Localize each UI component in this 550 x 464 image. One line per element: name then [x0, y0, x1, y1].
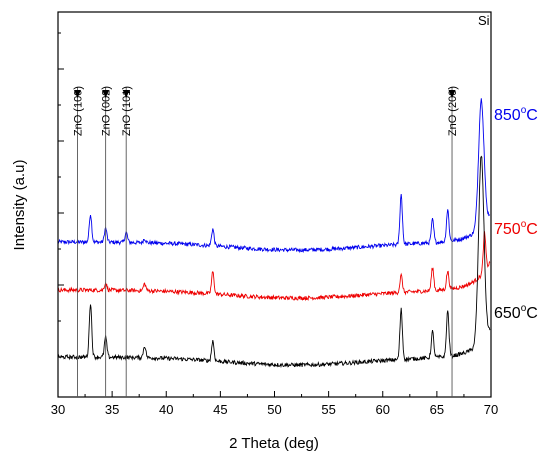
- series-label-650: 650oC: [494, 303, 538, 322]
- reference-arrow: [73, 90, 81, 98]
- reference-label: ZnO (200): [447, 86, 459, 136]
- reference-label: ZnO (101): [121, 86, 133, 136]
- x-tick-label: 50: [267, 402, 281, 417]
- x-tick-label: 30: [51, 402, 65, 417]
- reference-arrow: [102, 90, 110, 98]
- plot-frame: [57, 11, 492, 398]
- reference-lines: ZnO (100) ZnO (002) ZnO (101) ZnO (200): [72, 86, 459, 397]
- y-axis: [58, 32, 64, 358]
- series-line-750: [57, 231, 491, 302]
- reference-label: ZnO (002): [101, 86, 113, 136]
- reference-arrow: [122, 90, 130, 98]
- y-axis-title: Intensity (a.u): [11, 160, 28, 251]
- si-annotation: Si: [478, 13, 490, 28]
- series-label-750: 750oC: [494, 219, 538, 238]
- x-tick-label: 60: [376, 402, 390, 417]
- series-line-850: [57, 98, 491, 254]
- x-tick-label: 40: [159, 402, 173, 417]
- series-line-650: [57, 155, 491, 369]
- x-tick-label: 55: [321, 402, 335, 417]
- x-tick-label: 35: [105, 402, 119, 417]
- x-tick-label: 65: [430, 402, 444, 417]
- x-tick-label: 45: [213, 402, 227, 417]
- reference-arrow: [448, 90, 456, 98]
- reference-label: ZnO (100): [72, 86, 84, 136]
- x-axis-title: 2 Theta (deg): [229, 435, 319, 452]
- plot-area: [57, 98, 491, 369]
- series-labels: 850oC 750oC 650oC: [494, 105, 538, 322]
- x-axis: 30 35 40 45 50 55 60 65 70: [51, 391, 498, 417]
- x-tick-label: 70: [484, 402, 498, 417]
- series-label-850: 850oC: [494, 105, 538, 124]
